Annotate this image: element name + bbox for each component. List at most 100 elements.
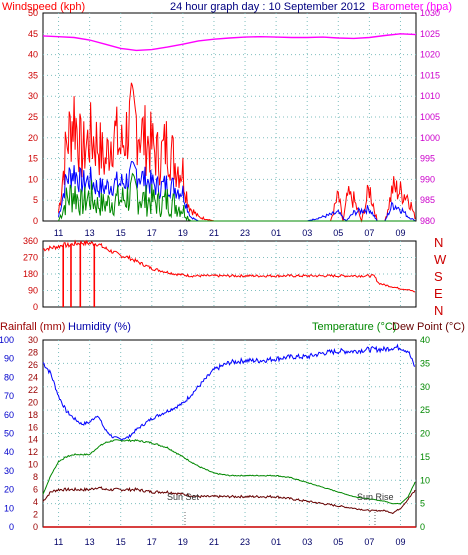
rainfall-tick-label: 24 [28,372,38,382]
rainfall-tick-label: 6 [33,485,38,495]
wind-panel-series [42,33,417,223]
rainfall-tick-label: 4 [33,497,38,507]
dew-point-series [42,486,416,515]
wind-panel-grid [43,13,416,221]
direction-tick-label: 360 [23,236,38,246]
wind-tick-label: 0 [33,216,38,226]
humidity-tick-label: 100 [0,335,14,345]
barometer-tick-label: 1000 [420,133,440,143]
temperature-axis-title: Temperature (°C) [312,321,396,333]
wind-tick-label: 40 [28,50,38,60]
barometer-tick-label: 1010 [420,91,440,101]
rainfall-tick-label: 12 [28,447,38,457]
barometer-tick-label: 990 [420,174,435,184]
direction-tick-label: 180 [23,269,38,279]
temperature-tick-label: 20 [420,429,430,439]
temperature-tick-label: 5 [420,499,425,509]
direction-tick-label: 0 [33,302,38,312]
rainfall-axis-title: Rainfall (mm) [0,321,65,333]
humidity-panel-series [42,343,416,528]
rainfall-tick-label: 20 [28,397,38,407]
direction-tick-label: 270 [23,253,38,263]
humidity-tick-label: 80 [4,372,14,382]
compass-label: N [434,235,443,250]
wind-tick-label: 45 [28,29,38,39]
direction-panel-series [42,239,416,307]
x-tick-label: 11 [54,228,63,238]
wind-tick-label: 15 [28,154,38,164]
x-tick-label: 03 [302,537,312,547]
barometer-tick-label: 1005 [420,112,440,122]
temperature-tick-label: 10 [420,475,430,485]
x-tick-label: 11 [54,537,63,547]
barometer-line [42,33,417,52]
barometer-tick-label: 985 [420,195,435,205]
humidity-tick-label: 70 [4,391,14,401]
humidity-tick-label: 40 [4,447,14,457]
barometer-tick-label: 1015 [420,70,440,80]
sun-set-label: Sun Set [167,492,200,502]
humidity-tick-label: 30 [4,466,14,476]
rainfall-tick-label: 8 [33,472,38,482]
rainfall-tick-label: 2 [33,510,38,520]
x-tick-label: 15 [116,537,126,547]
low-wind-series [58,172,415,222]
compass-label: E [434,286,443,301]
humidity-tick-label: 50 [4,429,14,439]
x-tick-label: 13 [85,537,95,547]
temperature-tick-label: 15 [420,452,430,462]
x-tick-label: 21 [209,537,219,547]
x-tick-label: 07 [364,537,374,547]
barometer-tick-label: 980 [420,216,435,226]
x-tick-label: 19 [178,228,188,238]
x-tick-label: 23 [240,537,250,547]
x-tick-label: 05 [333,228,343,238]
x-tick-label: 23 [240,228,250,238]
x-tick-label: 09 [395,228,405,238]
temperature-tick-label: 40 [420,335,430,345]
x-tick-label: 07 [364,228,374,238]
sun-rise-label: Sun Rise [357,492,394,502]
wind-tick-label: 50 [28,8,38,18]
x-tick-label: 05 [333,537,343,547]
humidity-tick-label: 20 [4,485,14,495]
x-tick-label: 15 [116,228,126,238]
x-tick-label: 13 [85,228,95,238]
humidity-tick-label: 10 [4,503,14,513]
barometer-tick-label: 1020 [420,50,440,60]
barometer-axis-title: Barometer (hpa) [372,1,452,13]
wind-tick-label: 30 [28,91,38,101]
humidity-tick-label: 0 [9,522,14,532]
x-tick-label: 19 [178,537,188,547]
temperature-tick-label: 25 [420,405,430,415]
humidity-tick-label: 90 [4,354,14,364]
humidity-series [42,343,416,441]
rainfall-tick-label: 18 [28,410,38,420]
humidity-tick-label: 60 [4,410,14,420]
temperature-tick-label: 30 [420,382,430,392]
wind-tick-label: 35 [28,70,38,80]
x-tick-label: 21 [209,228,219,238]
temperature-tick-label: 35 [420,358,430,368]
x-tick-label: 17 [147,228,157,238]
dew-point-axis-title: Dew Point (°C) [392,321,465,333]
rainfall-tick-label: 0 [33,522,38,532]
rainfall-tick-label: 28 [28,347,38,357]
humidity-axis-title: Humidity (%) [68,321,131,333]
barometer-tick-label: 1030 [420,8,440,18]
barometer-tick-label: 1025 [420,29,440,39]
direction-series [42,239,416,293]
rainfall-tick-label: 22 [28,385,38,395]
temperature-series [42,438,416,505]
axis-labels: 0510152025303540455098098599099510001005… [0,8,447,547]
windspeed-axis-title: Windspeed (kph) [2,1,85,13]
humidity-panel-frame [42,339,417,528]
chart-title: 24 hour graph day : 10 September 2012 [170,1,365,13]
rainfall-tick-label: 10 [28,460,38,470]
direction-tick-label: 90 [28,286,38,296]
compass-label: N [434,303,443,318]
barometer-tick-label: 995 [420,154,435,164]
x-tick-label: 17 [147,537,157,547]
rainfall-tick-label: 30 [28,335,38,345]
